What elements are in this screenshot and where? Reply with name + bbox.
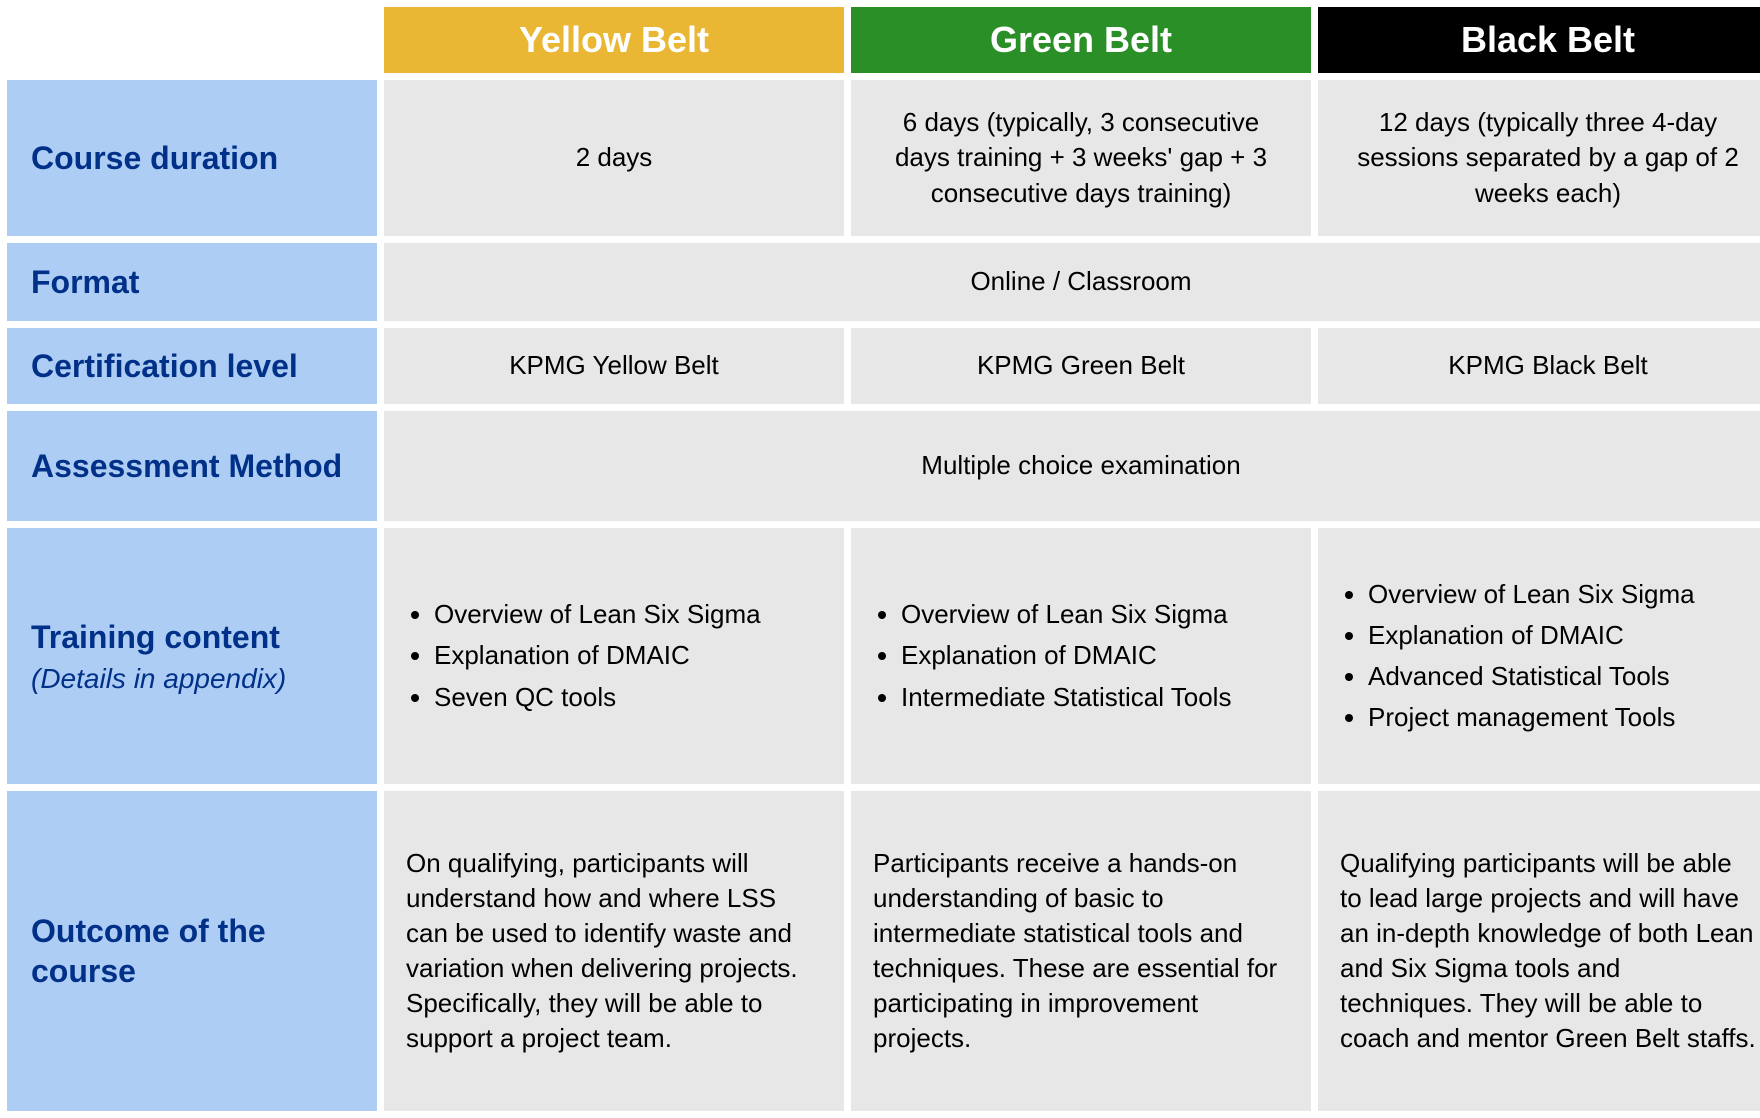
list-item: Project management Tools	[1368, 700, 1756, 735]
list-item: Explanation of DMAIC	[901, 638, 1289, 673]
list-item: Advanced Statistical Tools	[1368, 659, 1756, 694]
cell-format-merged: Online / Classroom	[384, 243, 1760, 321]
belt-comparison-table: Yellow Belt Green Belt Black Belt Course…	[0, 0, 1760, 1118]
corner-cell	[7, 7, 377, 73]
row-assessment-method: Assessment Method Multiple choice examin…	[7, 411, 1760, 521]
row-certification-level: Certification level KPMG Yellow Belt KPM…	[7, 328, 1760, 404]
list-item: Explanation of DMAIC	[1368, 618, 1756, 653]
row-label-course-duration: Course duration	[7, 80, 377, 236]
list-item: Explanation of DMAIC	[434, 638, 822, 673]
cell-outcome-black: Qualifying participants will be able to …	[1318, 791, 1760, 1111]
row-label-assessment-method: Assessment Method	[7, 411, 377, 521]
column-header-green-belt: Green Belt	[851, 7, 1311, 73]
cell-cert-black: KPMG Black Belt	[1318, 328, 1760, 404]
cell-duration-green: 6 days (typically, 3 consecutive days tr…	[851, 80, 1311, 236]
row-label-outcome: Outcome of the course	[7, 791, 377, 1111]
row-training-content: Training content (Details in appendix) O…	[7, 528, 1760, 784]
row-outcome: Outcome of the course On qualifying, par…	[7, 791, 1760, 1111]
list-item: Overview of Lean Six Sigma	[434, 597, 822, 632]
header-row: Yellow Belt Green Belt Black Belt	[7, 7, 1760, 73]
cell-training-yellow: Overview of Lean Six Sigma Explanation of…	[384, 528, 844, 784]
cell-duration-black: 12 days (typically three 4-day sessions …	[1318, 80, 1760, 236]
row-label-training-subnote: (Details in appendix)	[31, 661, 353, 696]
list-item: Intermediate Statistical Tools	[901, 680, 1289, 715]
list-item: Overview of Lean Six Sigma	[1368, 577, 1756, 612]
row-label-certification-level: Certification level	[7, 328, 377, 404]
column-header-black-belt: Black Belt	[1318, 7, 1760, 73]
row-format: Format Online / Classroom	[7, 243, 1760, 321]
cell-cert-green: KPMG Green Belt	[851, 328, 1311, 404]
column-header-yellow-belt: Yellow Belt	[384, 7, 844, 73]
training-list-yellow: Overview of Lean Six Sigma Explanation of…	[406, 597, 822, 714]
training-list-black: Overview of Lean Six Sigma Explanation of…	[1340, 577, 1756, 735]
row-course-duration: Course duration 2 days 6 days (typically…	[7, 80, 1760, 236]
row-label-format: Format	[7, 243, 377, 321]
cell-outcome-green: Participants receive a hands-on understa…	[851, 791, 1311, 1111]
cell-duration-yellow: 2 days	[384, 80, 844, 236]
row-label-training-title: Training content	[31, 619, 280, 655]
cell-assessment-merged: Multiple choice examination	[384, 411, 1760, 521]
cell-training-black: Overview of Lean Six Sigma Explanation of…	[1318, 528, 1760, 784]
list-item: Overview of Lean Six Sigma	[901, 597, 1289, 632]
cell-cert-yellow: KPMG Yellow Belt	[384, 328, 844, 404]
training-list-green: Overview of Lean Six Sigma Explanation of…	[873, 597, 1289, 714]
cell-training-green: Overview of Lean Six Sigma Explanation of…	[851, 528, 1311, 784]
cell-outcome-yellow: On qualifying, participants will underst…	[384, 791, 844, 1111]
list-item: Seven QC tools	[434, 680, 822, 715]
row-label-training-content: Training content (Details in appendix)	[7, 528, 377, 784]
